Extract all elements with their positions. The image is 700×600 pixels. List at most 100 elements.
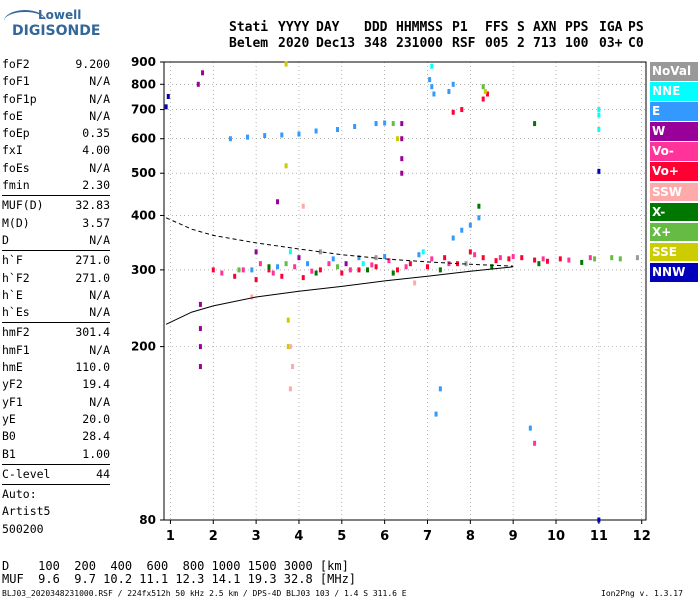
- header-value-7: 2: [517, 36, 525, 51]
- legend-item-ssw: SSW: [650, 182, 698, 202]
- echo-point-vo-: [370, 262, 374, 268]
- y-tick-label: 500: [131, 166, 156, 180]
- param-value: 19.4: [82, 377, 110, 392]
- echo-point-vo-: [357, 267, 361, 273]
- y-tick-label: 300: [131, 263, 156, 277]
- echo-point-nnw: [597, 168, 601, 174]
- echo-point-vo-: [481, 255, 485, 261]
- echo-point-e: [336, 126, 340, 132]
- param-name: hmF1: [2, 342, 30, 357]
- echo-point-ssw: [250, 294, 254, 300]
- echo-point-x-: [391, 121, 395, 127]
- header-label-4: HHMMSS: [396, 20, 443, 35]
- echo-point-e: [357, 255, 361, 261]
- y-tick-label: 400: [131, 208, 156, 222]
- profile-bound-dashed-curve: [165, 217, 514, 267]
- echo-point-x-: [391, 270, 395, 276]
- echo-point-e: [451, 81, 455, 87]
- header-label-0: Stati: [229, 20, 269, 35]
- x-tick-label: 1: [166, 529, 175, 544]
- echo-point-w: [344, 261, 348, 267]
- param-row: h`Es N/A: [2, 304, 110, 321]
- legend-item-w: W: [650, 122, 698, 141]
- echo-point-e: [428, 77, 432, 83]
- echo-point-vo-: [387, 258, 391, 264]
- header-label-6: FFS: [485, 20, 509, 35]
- param-row: foEp 0.35: [2, 125, 110, 142]
- legend: NoVal NNE E W Vo- Vo+ SSW X- X+ SSE NNW: [650, 62, 698, 283]
- param-row: MUF(D) 32.83: [2, 197, 110, 214]
- param-name: h`Es: [2, 305, 30, 320]
- param-value: N/A: [89, 342, 110, 357]
- header-value-5: RSF: [452, 36, 476, 51]
- echo-point-e: [297, 131, 301, 137]
- header-value-8: 713: [533, 36, 557, 51]
- echo-point-vo-: [211, 267, 215, 273]
- param-row: fxI 4.00: [2, 142, 110, 159]
- echo-point-sse: [286, 344, 290, 350]
- header-label-11: PS: [628, 20, 644, 35]
- y-tick-label: 200: [131, 340, 156, 354]
- param-row: hmF1 N/A: [2, 342, 110, 359]
- echo-point-e: [276, 264, 280, 270]
- echo-point-nne: [597, 126, 601, 132]
- echo-point-vo-: [567, 257, 571, 263]
- header-label-7: S: [517, 20, 525, 35]
- param-value: 3.57: [82, 215, 110, 230]
- echo-point-nnw: [164, 104, 168, 110]
- header-value-1: 2020: [278, 36, 310, 51]
- footer-distance-row: D 100 200 400 600 800 1000 1500 3000 [km…: [2, 559, 349, 573]
- echo-point-w: [198, 344, 202, 350]
- x-tick-label: 7: [423, 529, 432, 544]
- echo-point-ssw: [413, 280, 417, 286]
- echo-point-ssw: [291, 364, 295, 370]
- footer-d-label: D: [2, 559, 10, 573]
- echo-point-e: [434, 411, 438, 417]
- echo-point-x-: [618, 256, 622, 262]
- param-value: 20.0: [82, 411, 110, 426]
- echo-point-vo-: [271, 270, 275, 276]
- legend-item-nnw: NNW: [650, 262, 698, 282]
- echo-point-w: [198, 301, 202, 307]
- echo-point-e: [306, 261, 310, 267]
- param-separator: [2, 250, 110, 252]
- echo-point-x-: [237, 267, 241, 273]
- x-tick-label: 6: [380, 529, 389, 544]
- echo-point-ssw: [301, 203, 305, 209]
- param-row: Auto:: [2, 486, 110, 503]
- param-value: 0.35: [82, 126, 110, 141]
- echo-point-ssw: [288, 386, 292, 392]
- echo-point-noval: [635, 255, 639, 261]
- param-name: Auto:: [2, 487, 37, 502]
- echo-point-nne: [288, 249, 292, 255]
- echo-point-nne: [597, 107, 601, 113]
- param-name: foEs: [2, 160, 30, 175]
- echo-point-x-: [533, 121, 537, 127]
- echo-point-x-: [610, 255, 614, 261]
- x-tick-label: 3: [252, 529, 261, 544]
- param-name: B1: [2, 446, 16, 461]
- echo-point-vo-: [511, 253, 515, 259]
- echo-point-vo-: [408, 261, 412, 267]
- echo-point-noval: [374, 255, 378, 261]
- param-name: D: [2, 232, 9, 247]
- echo-point-e: [383, 253, 387, 259]
- echo-point-vo-: [404, 264, 408, 270]
- header-label-10: IGA: [599, 20, 623, 35]
- echo-point-e: [353, 124, 357, 130]
- param-row: foE N/A: [2, 108, 110, 125]
- x-tick-label: 4: [294, 529, 303, 544]
- echo-point-x-: [537, 261, 541, 267]
- echo-point-e: [331, 256, 335, 262]
- echo-point-vo-: [425, 264, 429, 270]
- echo-point-vo-: [318, 267, 322, 273]
- param-row: foEs N/A: [2, 160, 110, 177]
- echo-point-e: [438, 386, 442, 392]
- echo-point-e: [447, 89, 451, 95]
- param-name: yF1: [2, 394, 23, 409]
- echo-point-vo-: [233, 273, 237, 279]
- legend-item-vo-: Vo-: [650, 142, 698, 161]
- param-name: B0: [2, 429, 16, 444]
- echo-point-x-: [314, 270, 318, 276]
- param-row: yE 20.0: [2, 411, 110, 428]
